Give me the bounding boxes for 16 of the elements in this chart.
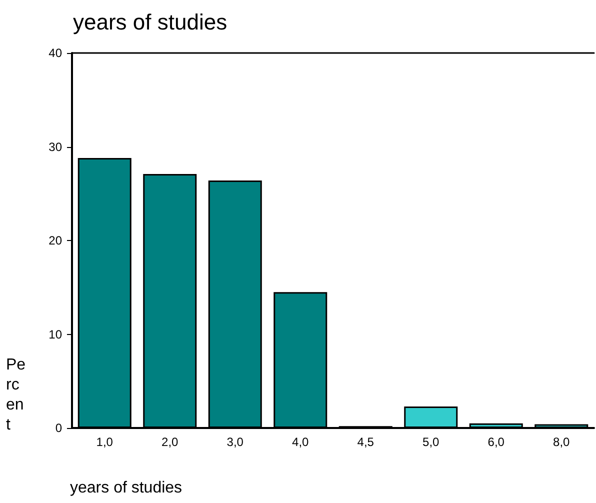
- x-tick-label: 6,0: [488, 435, 505, 449]
- x-tick-label: 2,0: [162, 435, 179, 449]
- chart-title: years of studies: [73, 10, 228, 34]
- x-tick-label: 5,0: [422, 435, 440, 449]
- y-tick-label: 10: [48, 327, 62, 342]
- y-tick-label: 20: [48, 234, 62, 248]
- y-tick-label: 0: [55, 421, 62, 435]
- x-tick-label: 4,0: [292, 435, 310, 449]
- x-tick-label: 1,0: [96, 435, 114, 449]
- x-tick-label: 8,0: [553, 435, 570, 449]
- x-tick-label: 3,0: [226, 435, 244, 449]
- y-tick-label: 40: [48, 46, 62, 60]
- x-axis-title: years of studies: [70, 480, 182, 496]
- y-tick-label: 30: [48, 140, 62, 154]
- y-axis-title: Percent: [6, 356, 26, 434]
- x-tick-label: 4,5: [357, 435, 374, 449]
